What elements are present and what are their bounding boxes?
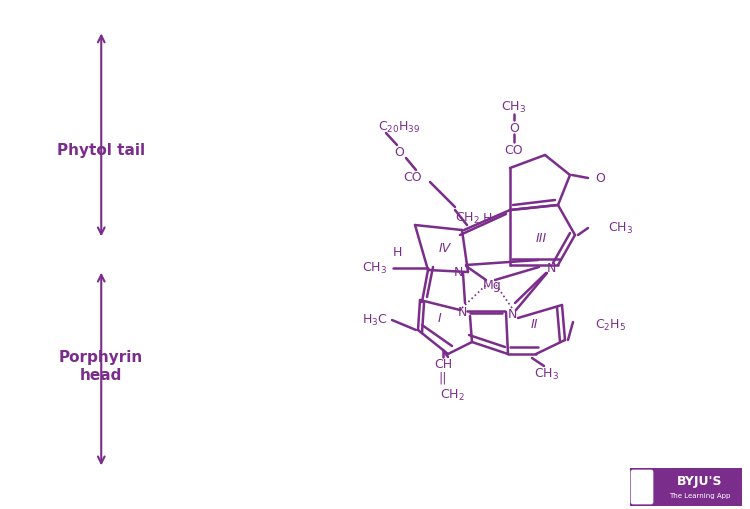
Text: N: N (458, 305, 466, 319)
Bar (630, 468, 742, 506)
Text: The Learning App: The Learning App (669, 493, 730, 499)
Text: CH$_3$: CH$_3$ (535, 366, 560, 382)
Text: CO: CO (505, 144, 524, 156)
Text: III: III (536, 232, 547, 244)
Text: Mg: Mg (483, 278, 501, 292)
Text: CH: CH (434, 357, 452, 371)
Text: O: O (595, 172, 605, 184)
Text: Porphyrin
head: Porphyrin head (59, 350, 143, 383)
Text: O: O (509, 122, 519, 134)
Text: CO: CO (404, 171, 422, 184)
Text: II: II (530, 319, 538, 331)
Text: N: N (507, 307, 517, 321)
Text: C$_2$H$_5$: C$_2$H$_5$ (595, 318, 626, 332)
Text: O: O (394, 146, 404, 158)
Text: ||: || (439, 372, 447, 384)
Text: Phytol tail: Phytol tail (57, 143, 146, 158)
Text: CH$_3$: CH$_3$ (608, 220, 633, 236)
Text: H$_3$C: H$_3$C (362, 313, 388, 328)
Text: CH$_2$: CH$_2$ (440, 387, 464, 403)
Text: H: H (482, 212, 492, 224)
Text: N: N (453, 267, 463, 279)
Text: BYJU'S: BYJU'S (677, 475, 723, 489)
Text: IV: IV (439, 241, 452, 254)
Text: CH$_3$: CH$_3$ (362, 261, 387, 275)
Text: CH$_3$: CH$_3$ (502, 99, 526, 115)
FancyBboxPatch shape (631, 470, 653, 504)
Text: N: N (546, 262, 556, 274)
Text: C$_{20}$H$_{39}$: C$_{20}$H$_{39}$ (378, 120, 420, 134)
Text: CH$_2$: CH$_2$ (455, 210, 480, 225)
Text: I: I (438, 312, 442, 325)
Text: H: H (392, 246, 402, 260)
